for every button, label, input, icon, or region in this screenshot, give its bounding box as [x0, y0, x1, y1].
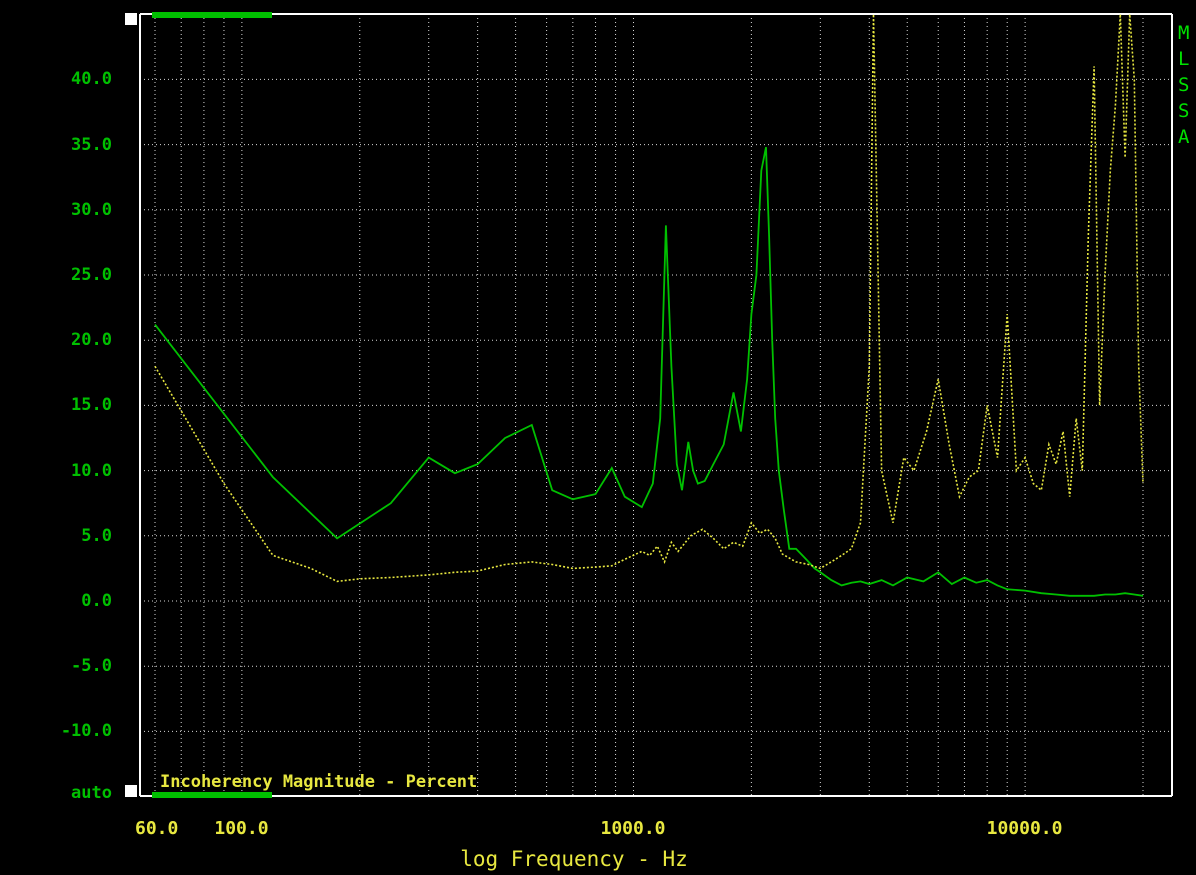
y-tick-label: -5.0 [71, 656, 112, 677]
x-axis-label: log Frequency - Hz [460, 847, 688, 871]
y-tick-label: 20.0 [71, 330, 112, 351]
x-tick-label: 60.0 [135, 818, 179, 839]
side-menu-item[interactable]: S [1178, 74, 1190, 96]
series-line-green [154, 147, 1144, 597]
y-tick-label: 40.0 [71, 69, 112, 90]
x-tick-label: 10000.0 [986, 818, 1063, 839]
chart-title: Incoherency Magnitude - Percent [160, 772, 478, 792]
bottom-cursor-handle[interactable] [125, 785, 137, 797]
top-cursor-handle[interactable] [125, 13, 137, 25]
y-tick-label: 15.0 [71, 395, 112, 416]
y-tick-label: 0.0 [81, 591, 112, 611]
y-tick-label: 35.0 [71, 134, 112, 155]
side-menu-item[interactable]: L [1178, 48, 1190, 70]
grid [140, 14, 1172, 796]
series-line-yellow [154, 14, 1144, 583]
y-tick-label: -10.0 [60, 721, 112, 742]
bottom-scroll-marker[interactable] [152, 792, 272, 798]
y-tick-label: 10.0 [71, 460, 112, 481]
side-menu-item[interactable]: A [1178, 126, 1190, 148]
y-tick-label[interactable]: auto [71, 782, 112, 803]
y-tick-label: 30.0 [71, 199, 112, 220]
side-menu-item[interactable]: M [1178, 22, 1190, 44]
series-layer [154, 14, 1144, 597]
y-tick-label: 25.0 [71, 265, 112, 285]
top-scroll-marker[interactable] [152, 12, 272, 18]
x-tick-label: 100.0 [214, 818, 269, 839]
x-tick-label: 1000.0 [600, 818, 666, 839]
y-tick-label: 5.0 [81, 525, 112, 546]
side-menu-item[interactable]: S [1178, 100, 1190, 122]
